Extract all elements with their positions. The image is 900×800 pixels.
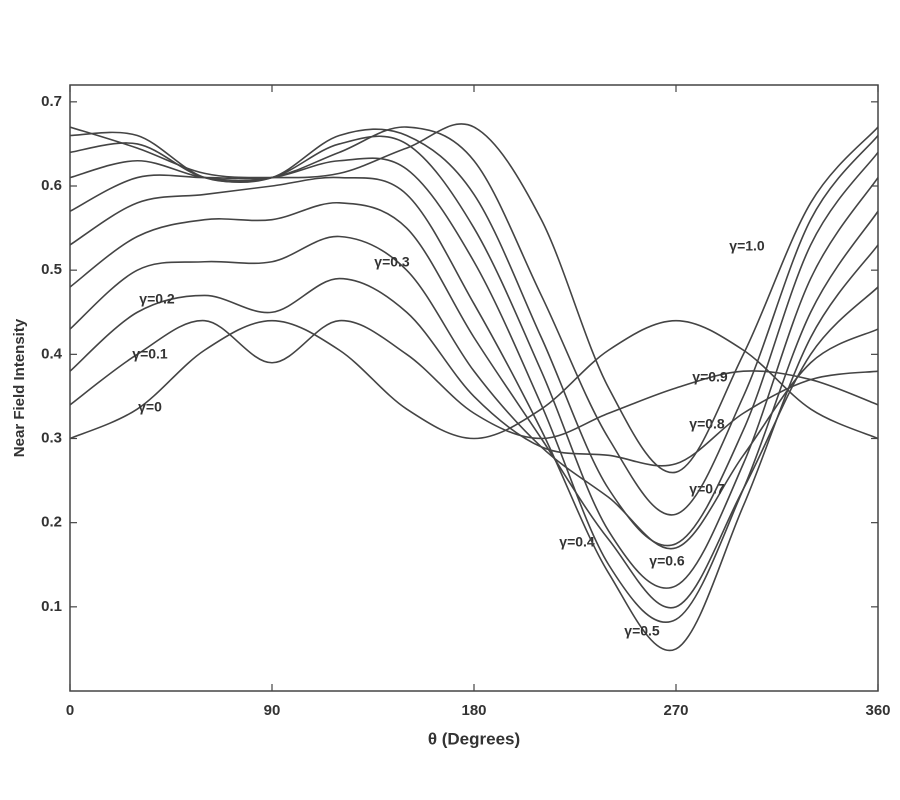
curve [69, 319, 879, 440]
curve [69, 277, 879, 467]
x-tick-label: 0 [66, 702, 74, 719]
curve-label: γ=0.6 [649, 553, 685, 569]
curve [69, 157, 879, 624]
curve [69, 135, 879, 589]
curve [69, 235, 879, 550]
plot-frame [69, 84, 879, 692]
curve-label: γ=0 [138, 399, 162, 415]
curve [69, 123, 879, 474]
y-tick-label: 0.1 [41, 598, 62, 615]
curve [69, 319, 879, 440]
curve-label: γ=1.0 [729, 238, 765, 254]
curve-label: γ=0.8 [689, 416, 725, 432]
curve-label: γ=0.4 [559, 534, 595, 550]
x-axis-label: θ (Degrees) [428, 729, 520, 748]
y-tick-label: 0.4 [41, 345, 63, 362]
x-tick-label: 180 [461, 702, 486, 719]
y-tick-label: 0.3 [41, 429, 62, 446]
curve-label: γ=0.1 [132, 346, 168, 362]
curve-label: γ=0.9 [692, 369, 728, 385]
y-tick-label: 0.5 [41, 261, 62, 278]
curve [69, 176, 879, 652]
curve [69, 126, 879, 516]
curve-label: γ=0.3 [374, 254, 410, 270]
y-axis-label: Near Field Intensity [11, 318, 28, 457]
curve-label: γ=0.5 [624, 623, 660, 639]
y-tick-label: 0.7 [41, 93, 62, 110]
x-tick-label: 90 [264, 702, 281, 719]
x-tick-label: 270 [663, 702, 688, 719]
y-tick-label: 0.6 [41, 177, 62, 194]
y-tick-label: 0.2 [41, 514, 62, 531]
x-tick-label: 360 [865, 702, 890, 719]
curve-label: γ=0.2 [139, 291, 175, 307]
